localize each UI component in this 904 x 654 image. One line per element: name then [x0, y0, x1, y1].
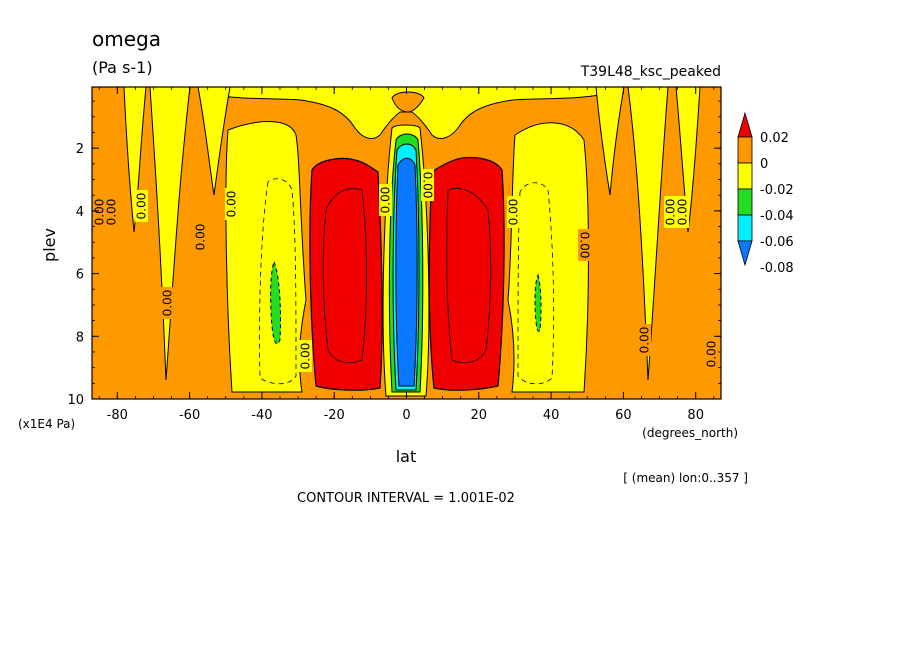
yellow-region-south-finger-c [197, 87, 231, 196]
contour-labels: 0.00 0.00 0.00 0.00 0.00 0.00 0.00 0.00 … [93, 169, 719, 372]
top-center-contour [391, 91, 425, 113]
contour-label: 0.00 [135, 190, 149, 222]
contour-label: 0.00 [93, 196, 107, 228]
red-cell-north [428, 156, 505, 391]
run-label: T39L48_ksc_peaked [580, 64, 721, 80]
yellow-region-top-band [199, 87, 616, 139]
x-tick-label: 60 [615, 408, 632, 423]
contour-label: 0.00 [105, 196, 119, 228]
green-patch-south [270, 260, 282, 345]
contour-label: 0.00 [194, 221, 208, 253]
svg-text:0.00: 0.00 [225, 191, 239, 218]
x-tick-label: -80 [107, 408, 128, 423]
colorbar-box [737, 162, 753, 190]
svg-text:0.00: 0.00 [705, 341, 719, 368]
svg-text:0.00: 0.00 [194, 224, 208, 251]
yellow-region-north-mid [507, 122, 589, 393]
svg-text:0.00: 0.00 [161, 290, 175, 317]
y-axis-label: plev [40, 228, 59, 262]
contour-label: 0.00 [225, 188, 239, 220]
contour-label: 0.00 [676, 196, 690, 228]
svg-text:0.00: 0.00 [676, 199, 690, 226]
x-tick-label: -40 [251, 408, 272, 423]
colorbar-label: -0.06 [760, 235, 794, 250]
contour-field [92, 87, 721, 399]
svg-text:0.00: 0.00 [105, 199, 119, 226]
y-tick-label: 2 [76, 142, 84, 157]
svg-text:0.00: 0.00 [638, 327, 652, 354]
y-axis: 2 4 6 8 10 [67, 100, 721, 408]
contour-label: 0.00 [421, 169, 435, 201]
y-tick-label: 4 [76, 205, 84, 220]
svg-text:0.00: 0.00 [135, 193, 149, 220]
green-patch-north [534, 273, 542, 332]
contour-label: 0.00 [638, 324, 652, 356]
svg-text:0.00: 0.00 [379, 187, 393, 214]
yellow-region-north-finger-c [675, 87, 701, 233]
y-tick-label: 6 [76, 268, 84, 283]
yellow-region-south-mid [225, 121, 307, 393]
svg-text:0.00: 0.00 [664, 199, 678, 226]
x-axis-label: lat [396, 447, 417, 466]
red-inner-contour [322, 188, 367, 364]
yellow-region-north-finger-a [595, 87, 625, 196]
contour-label: 0.00 [379, 184, 393, 216]
svg-text:0.00: 0.00 [507, 199, 521, 226]
contour-label: 0.00 [578, 229, 592, 261]
y-tick-label: 8 [76, 330, 84, 345]
svg-text:0.00: 0.00 [93, 199, 107, 226]
chart-title: omega [92, 27, 161, 51]
x-tick-label: -60 [179, 408, 200, 423]
red-cell-south [309, 157, 383, 391]
colorbar-bottom-arrow [737, 240, 753, 267]
colorbar-box [737, 136, 753, 164]
x-tick-label: 40 [543, 408, 560, 423]
x-tick-label: -20 [324, 408, 345, 423]
equatorial-blue-core [395, 157, 418, 387]
colorbar-label: -0.04 [760, 209, 794, 224]
yellow-region-north-finger-b [627, 87, 669, 381]
x-axis-units: (degrees_north) [642, 426, 738, 440]
svg-text:0.00: 0.00 [421, 172, 435, 199]
colorbar-label: -0.08 [760, 261, 794, 276]
yellow-region-south-finger-a [123, 87, 147, 233]
yellow-region-south-finger-b [149, 87, 191, 381]
colorbar-box [737, 188, 753, 216]
x-axis: -80 -60 -40 -20 0 20 40 60 80 [98, 87, 715, 423]
colorbar-label: -0.02 [760, 183, 794, 198]
red-inner-contour [446, 188, 492, 364]
contour-label: 0.00 [161, 287, 175, 319]
colorbar-label: 0.02 [760, 131, 789, 146]
svg-text:0.00: 0.00 [578, 232, 592, 259]
contour-label: 0.00 [299, 340, 313, 372]
subset-note: [ (mean) lon:0..357 ] [623, 471, 748, 485]
colorbar-box [737, 214, 753, 242]
dashed-contour-south [259, 178, 297, 385]
contour-label: 0.00 [507, 196, 521, 228]
y-axis-units: (x1E4 Pa) [18, 417, 75, 431]
contour-interval: CONTOUR INTERVAL = 1.001E-02 [297, 491, 515, 506]
svg-text:0.00: 0.00 [299, 343, 313, 370]
contour-label: 0.00 [664, 196, 678, 228]
y-tick-label: 10 [67, 393, 84, 408]
x-tick-label: 0 [402, 408, 410, 423]
chart-units: (Pa s-1) [92, 58, 153, 77]
colorbar-top-arrow [737, 111, 753, 138]
contour-label: 0.00 [705, 338, 719, 370]
x-tick-label: 20 [471, 408, 488, 423]
colorbar: 0.02 0 -0.02 -0.04 -0.06 -0.08 [737, 111, 794, 276]
x-tick-label: 80 [687, 408, 704, 423]
colorbar-label: 0 [760, 157, 768, 172]
